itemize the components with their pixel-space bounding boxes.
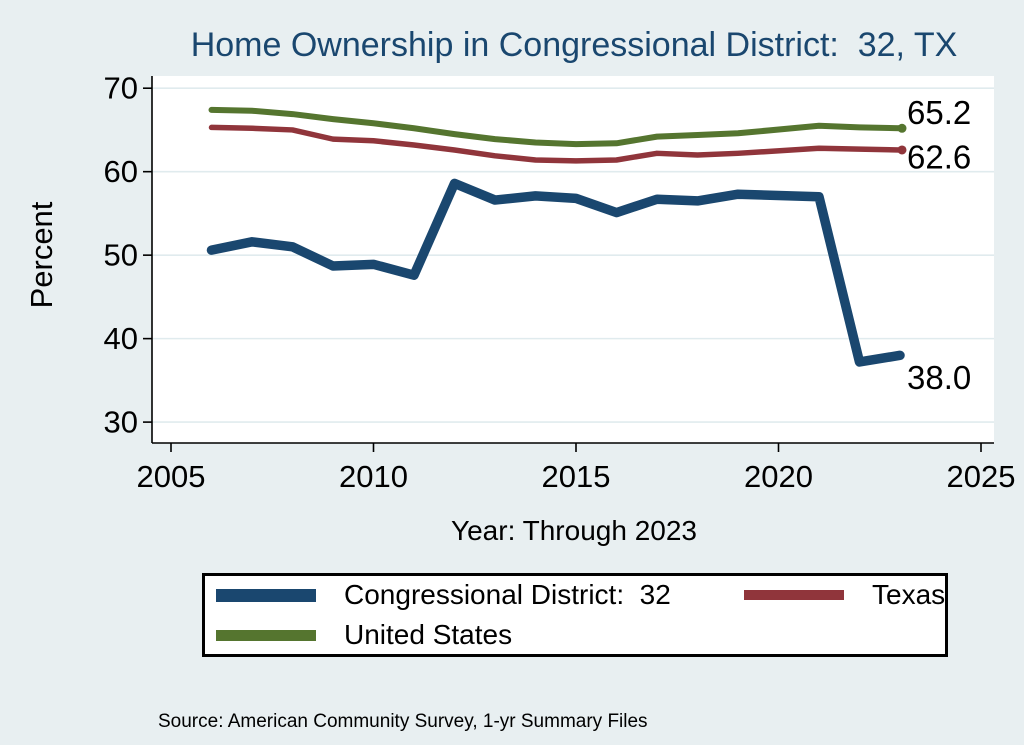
legend-entry-united-states: United States [216,619,513,650]
x-tick-label-2005: 2005 [137,459,206,494]
legend: Congressional District: 32 Texas United … [202,573,948,657]
series-endpoint-texas [897,145,907,155]
x-tick-label-2015: 2015 [542,459,611,494]
x-tick-label-2025: 2025 [947,459,1016,494]
y-tick-label-50: 50 [104,238,138,273]
y-tick-label-40: 40 [104,321,138,356]
source-line: Source: American Community Survey, 1-yr … [158,711,648,732]
x-tick-label-2010: 2010 [339,459,408,494]
x-tick-label-2020: 2020 [744,459,813,494]
y-tick-label-30: 30 [104,405,138,440]
end-label-congressional-district-32: 38.0 [907,359,971,396]
legend-entry-texas: Texas [744,579,946,610]
legend-swatch-texas [744,590,844,600]
series-line-united-states [208,106,903,148]
end-label-texas: 62.6 [907,138,971,175]
plot-area: 30 40 50 60 70 2005 2010 2015 2020 2025 38.0 62.6 65… [104,71,1016,494]
series-line-texas [208,124,903,164]
source-note: Source: American Community Survey, 1-yr … [158,667,998,745]
legend-swatch-congressional-district [216,588,316,602]
series-line-congressional-district-32 [206,178,905,367]
legend-swatch-united-states [216,629,316,641]
series-endpoint-united-states [897,123,907,133]
legend-label-texas: Texas [872,579,946,610]
plot-background [152,76,994,443]
y-tick-label-70: 70 [104,71,138,106]
legend-label-congressional-district: Congressional District: 32 [344,579,671,610]
legend-label-united-states: United States [344,619,513,650]
legend-entry-congressional-district: Congressional District: 32 [216,579,671,610]
y-tick-label-60: 60 [104,154,138,189]
chart-title: Home Ownership in Congressional District… [190,26,958,64]
end-label-united-states: 65.2 [907,94,971,131]
x-axis-title: Year: Through 2023 [451,515,697,546]
